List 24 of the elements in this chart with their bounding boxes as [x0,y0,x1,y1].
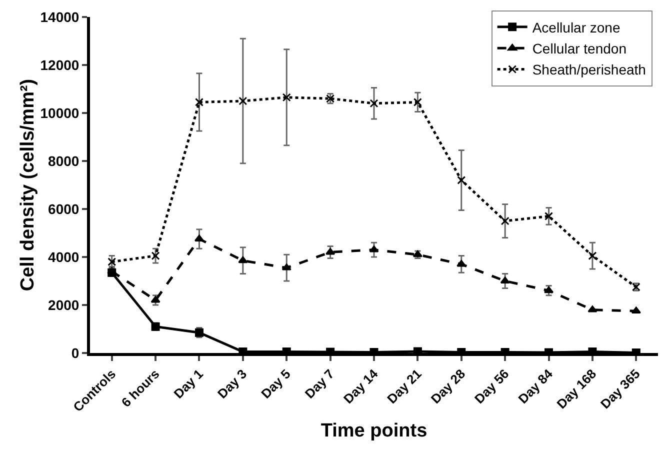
x-tick-label: Day 1 [170,366,206,402]
x-tick-label: Day 21 [384,366,424,406]
y-tick-label: 0 [71,344,80,361]
x-tick-label: Day 28 [428,366,468,406]
x-axis-title: Time points [320,420,428,442]
legend-label: Sheath/perisheath [532,62,646,78]
y-tick-label: 2000 [48,296,80,313]
y-tick-label: 12000 [40,56,80,73]
x-tick-label: Day 365 [598,366,643,412]
legend-label: Cellular tendon [532,40,626,57]
x-tick-label: Day 3 [214,366,250,402]
x-tick-label: Day 56 [472,366,512,406]
x-tick-label: Day 84 [515,366,556,406]
y-tick-label: 6000 [48,200,80,217]
y-tick-label: 14000 [40,8,80,25]
x-tick-label: Day 168 [554,366,600,412]
y-axis-title: Cell density (cells/mm²) [17,78,38,292]
x-tick-label: Day 7 [302,366,338,402]
y-tick-label: 10000 [40,104,80,121]
x-tick-label: Day 14 [340,366,382,406]
x-tick-label: Day 5 [258,366,294,402]
y-tick-label: 8000 [48,152,80,169]
y-tick-label: 4000 [48,248,80,265]
legend-label: Acellular zone [532,19,620,36]
